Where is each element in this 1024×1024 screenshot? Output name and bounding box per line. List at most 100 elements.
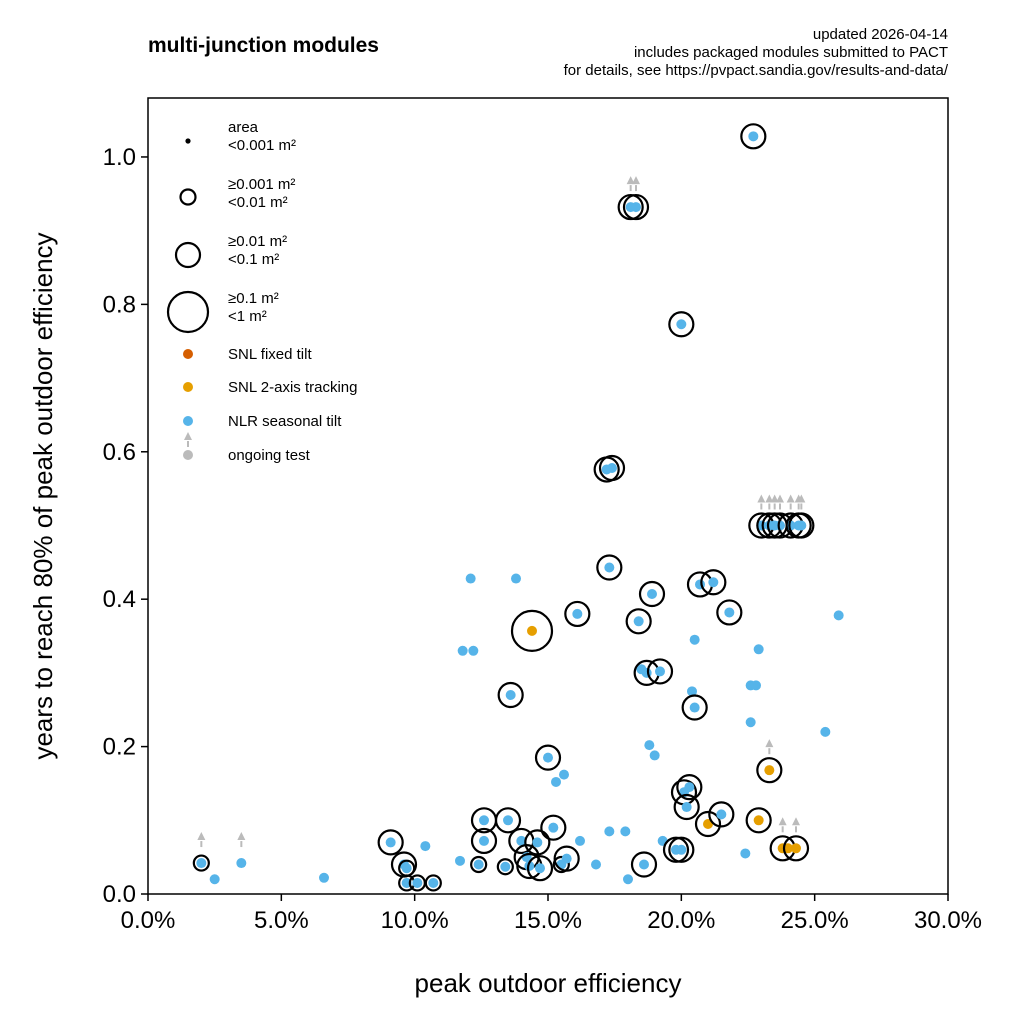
data-point [540, 814, 567, 841]
legend-ongoing-arrow-icon [184, 432, 192, 440]
data-point [756, 739, 783, 784]
legend: area <0.001 m² ≥0.001 m² <0.01 m² ≥0.01 m² <0… [166, 119, 358, 464]
data-point-dot [591, 859, 601, 870]
data-point [689, 634, 700, 645]
data-point [524, 829, 551, 856]
data-point [598, 454, 626, 482]
legend-series-marker [183, 349, 193, 359]
ongoing-arrow-icon [757, 494, 766, 503]
note-details: for details, see https://pvpact.sandia.g… [563, 62, 948, 79]
area-ring [564, 600, 591, 628]
data-point-dot [420, 841, 431, 852]
area-ring [622, 193, 650, 221]
data-point-dot [753, 644, 764, 655]
area-ring [676, 774, 703, 801]
data-point-dot [647, 589, 657, 600]
data-point-dot [751, 680, 761, 691]
area-ring [662, 836, 690, 863]
data-point-dot [620, 826, 631, 837]
area-ring [510, 609, 554, 652]
y-axis-label: years to reach 80% of peak outdoor effic… [28, 232, 58, 759]
area-ring [552, 855, 570, 874]
data-point-dot [535, 863, 545, 874]
legend-ongoing-marker [183, 450, 193, 460]
ongoing-arrow-icon [197, 832, 206, 841]
area-ring [668, 836, 695, 863]
data-point-dot [687, 686, 697, 697]
data-point-dot [644, 740, 655, 751]
chart-title: multi-junction modules [148, 34, 379, 57]
data-point-dot [572, 608, 583, 619]
data-point-dot [527, 625, 537, 636]
data-point-dot [783, 843, 793, 854]
data-point [687, 686, 697, 697]
data-point [551, 776, 561, 787]
data-point-dot [575, 835, 585, 846]
ongoing-arrow-icon [237, 832, 246, 841]
data-point [630, 851, 658, 878]
y-tick-label: 0.6 [103, 439, 136, 466]
data-point [496, 858, 514, 876]
note-includes: includes packaged modules submitted to P… [633, 44, 948, 61]
x-axis: 0.0% 5.0% 10.0% 15.0% 20.0% 25.0% 30.0% [121, 894, 982, 934]
data-point [622, 176, 650, 221]
data-point-dot [209, 874, 220, 885]
data-point-dot [724, 607, 735, 618]
area-ring [596, 554, 623, 581]
data-point-dot [401, 863, 412, 874]
data-point-dot [524, 860, 535, 871]
data-point [668, 836, 695, 863]
data-point [625, 608, 652, 635]
data-point-dot [623, 874, 633, 885]
data-point [788, 494, 815, 539]
data-point [465, 573, 476, 584]
area-ring [694, 810, 722, 838]
area-ring [496, 858, 514, 876]
legend-series-marker [183, 416, 193, 426]
area-ring [494, 807, 522, 834]
data-point [620, 826, 631, 837]
x-tick-label: 20.0% [647, 907, 715, 934]
legend-ongoing-label: ongoing test [228, 447, 311, 464]
area-ring [598, 454, 626, 482]
note-updated: updated 2026-04-14 [812, 26, 948, 43]
legend-area-label: ≥0.001 m² <0.01 m² [228, 176, 295, 211]
data-point-dot [689, 634, 700, 645]
x-tick-label: 15.0% [514, 907, 582, 934]
data-point [708, 801, 735, 828]
data-point [638, 580, 666, 608]
data-point [236, 832, 247, 869]
area-ring [534, 744, 562, 771]
data-point-dot [479, 815, 489, 826]
data-point [676, 774, 703, 801]
data-point [740, 123, 767, 150]
data-point-dot [607, 462, 617, 473]
data-point-dot [468, 645, 479, 656]
ongoing-arrow-icon [765, 739, 774, 748]
data-point-dot [455, 855, 465, 866]
data-point-dot [745, 717, 756, 728]
data-point [833, 610, 844, 621]
data-point-dot [479, 835, 489, 846]
data-point-dot [833, 610, 844, 621]
data-point [623, 874, 633, 885]
ongoing-arrow-icon [778, 817, 787, 826]
data-point [510, 609, 554, 652]
data-point [694, 810, 722, 838]
data-point-dot [548, 822, 559, 833]
legend-area-marker [166, 290, 210, 334]
legend-series-marker [183, 382, 193, 392]
area-ring [745, 807, 772, 834]
data-point [769, 817, 796, 862]
area-ring [788, 512, 815, 539]
data-point-dot [196, 858, 207, 869]
data-point-dot [428, 877, 439, 888]
area-ring [716, 599, 743, 626]
data-point [646, 658, 674, 685]
area-ring [646, 658, 674, 685]
area-ring [377, 829, 404, 856]
data-point [751, 680, 761, 691]
x-tick-label: 5.0% [254, 907, 309, 934]
area-ring [470, 827, 498, 855]
data-point [716, 599, 743, 626]
